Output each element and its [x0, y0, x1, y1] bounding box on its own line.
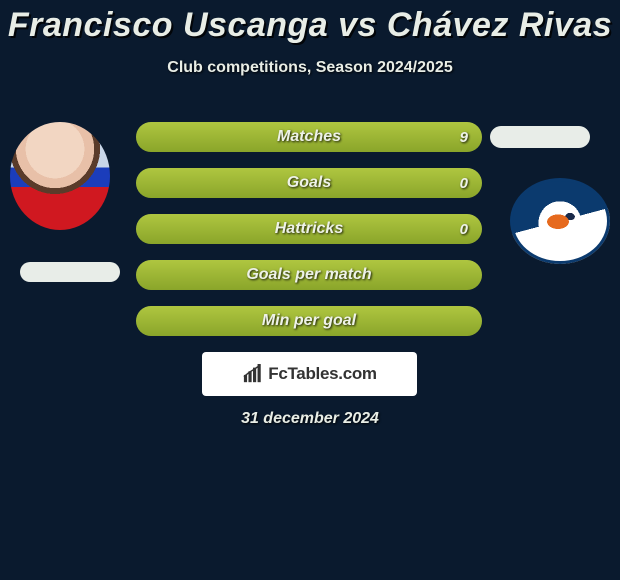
stat-row: Goals per match — [136, 260, 482, 290]
brand-text: FcTables.com — [268, 364, 377, 384]
comparison-card: Francisco Uscanga vs Chávez Rivas Club c… — [0, 0, 620, 580]
stat-value-right: 0 — [460, 214, 468, 244]
date-text: 31 december 2024 — [0, 410, 620, 428]
brand-link[interactable]: FcTables.com — [202, 352, 417, 396]
stat-row: Goals 0 — [136, 168, 482, 198]
player-right-flag — [490, 126, 590, 148]
stat-label: Goals per match — [136, 260, 482, 290]
stat-label: Min per goal — [136, 306, 482, 336]
stat-row: Matches 9 — [136, 122, 482, 152]
stat-row: Min per goal — [136, 306, 482, 336]
player-left-flag — [20, 262, 120, 282]
stat-value-right: 9 — [460, 122, 468, 152]
player-left-avatar — [10, 122, 110, 230]
stat-label: Matches — [136, 122, 482, 152]
stat-value-right: 0 — [460, 168, 468, 198]
stat-label: Goals — [136, 168, 482, 198]
page-title: Francisco Uscanga vs Chávez Rivas — [0, 6, 620, 45]
page-subtitle: Club competitions, Season 2024/2025 — [0, 59, 620, 77]
stat-label: Hattricks — [136, 214, 482, 244]
stat-row: Hattricks 0 — [136, 214, 482, 244]
stat-rows: Matches 9 Goals 0 Hattricks 0 Goals per … — [136, 122, 482, 352]
club-right-badge — [510, 178, 610, 264]
bars-chart-icon — [242, 364, 264, 384]
